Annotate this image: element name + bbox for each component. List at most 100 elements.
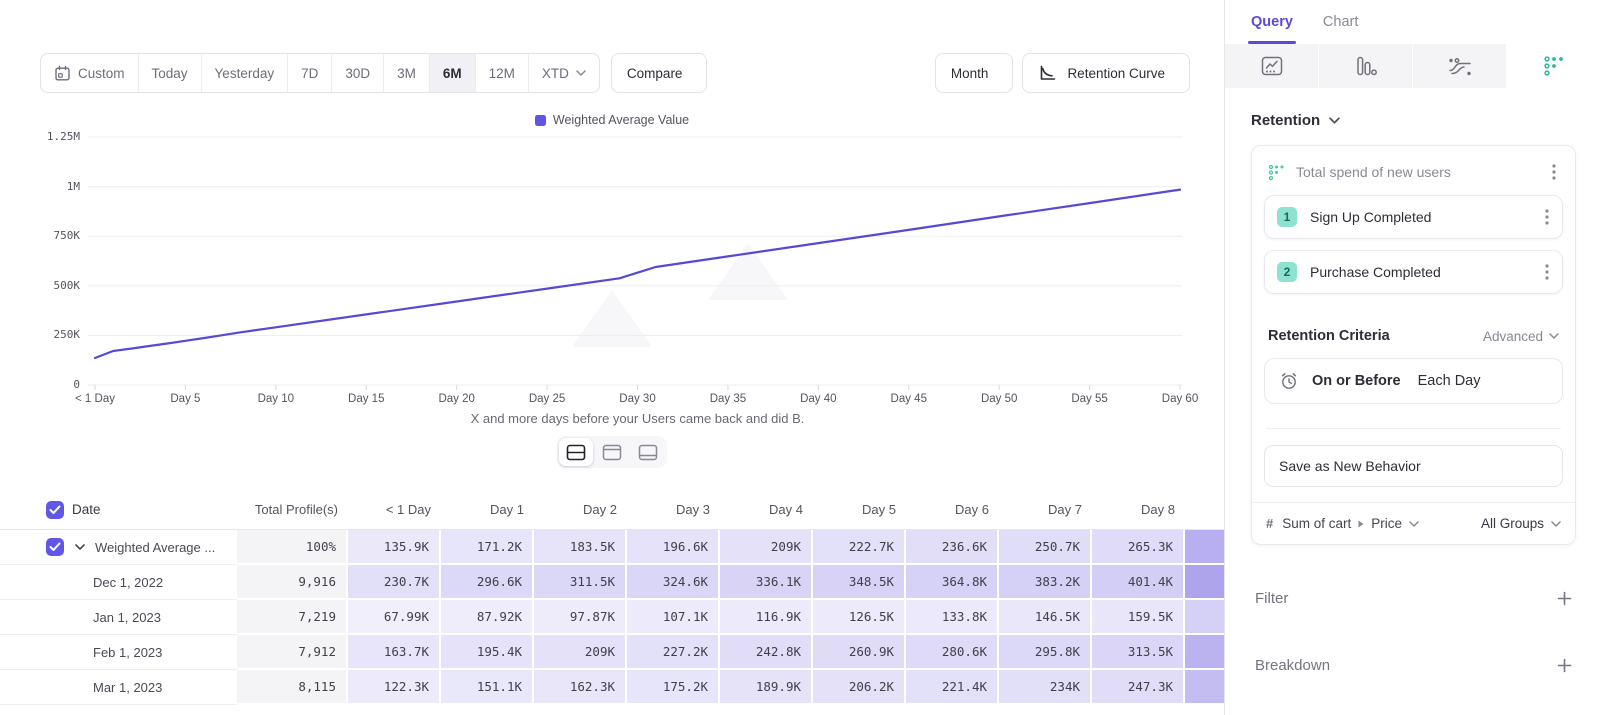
retention-value-cell: 296.6K [441,565,534,600]
behavior-step[interactable]: 2 Purchase Completed [1264,250,1563,294]
retention-icon [1543,55,1565,77]
retention-value-cell: 236.6K [906,530,999,565]
range-button-yesterday[interactable]: Yesterday [202,54,289,92]
row-date-cell: Dec 1, 2022 [70,565,237,600]
view-toggle-chart[interactable] [595,438,629,466]
report-tab-funnels[interactable] [1318,44,1412,88]
report-tab-retention[interactable] [1506,44,1600,88]
retention-section-header[interactable]: Retention [1251,112,1576,129]
retention-value-cell: 313.5K [1092,635,1185,670]
retention-value-cell: 146.5K [999,600,1092,635]
view-toggle-split[interactable] [559,438,593,466]
retention-value-cell: 87.92K [441,600,534,635]
retention-value-cell: 183.5K [534,530,627,565]
day9-partial-cell [1185,670,1224,705]
criteria-row[interactable]: On or Before Each Day [1264,358,1563,404]
legend-label: Weighted Average Value [552,113,690,127]
header-day-column: Day 8 [1141,502,1175,517]
retention-value-cell: 195.4K [441,635,534,670]
kebab-menu-icon[interactable] [1542,207,1552,227]
x-tick-label: Day 20 [438,393,475,405]
day9-partial-cell [1185,600,1224,635]
x-tick-label: Day 45 [890,393,927,405]
header-day-column: Day 3 [676,502,710,517]
retention-value-cell: 324.6K [627,565,720,600]
chart-type-button[interactable]: Retention Curve [1022,53,1190,93]
header-day-column: Day 5 [862,502,896,517]
retention-value-cell: 97.87K [534,600,627,635]
retention-value-cell: 116.9K [720,600,813,635]
y-tick-label: 250K [53,328,81,342]
report-type-tabs [1225,44,1600,88]
total-profiles-cell: 9,916 [237,565,348,600]
retention-value-cell: 336.1K [720,565,813,600]
row-date-cell: Weighted Average ... [70,530,237,565]
granularity-button[interactable]: Month [934,53,1014,93]
groups-dropdown[interactable]: All Groups [1481,516,1561,531]
criteria-mode-dropdown[interactable]: Advanced [1483,329,1559,344]
kebab-menu-icon[interactable] [1549,162,1559,182]
range-button-today[interactable]: Today [139,54,202,92]
header-day-column: < 1 Day [385,502,431,517]
divider [1266,428,1561,429]
row-checkbox-cell [0,565,70,600]
retention-value-cell: 260.9K [813,635,906,670]
table-row[interactable]: Dec 1, 2022 9,916 230.7K 296.6K 311.5K 324.6K… [0,565,1224,600]
table-row[interactable]: Weighted Average ... 100% 135.9K 171.2K 183.… [0,530,1224,565]
measure-property-dropdown[interactable]: Sum of cart Price [1282,516,1419,531]
range-button-6m[interactable]: 6M [429,54,476,92]
behavior-card: Total spend of new users 1 Sign Up Comple… [1251,145,1576,545]
tab-chart[interactable]: Chart [1322,14,1359,30]
report-tab-insights[interactable] [1225,44,1318,88]
compare-button[interactable]: Compare [610,53,708,93]
expand-row-icon[interactable] [75,544,85,550]
range-button-custom[interactable]: Custom [41,54,139,92]
table-row[interactable]: Jan 1, 2023 7,219 67.99K 87.92K 97.87K 107.1K… [0,600,1224,635]
row-checkbox-cell [0,600,70,635]
add-filter-button[interactable] [1557,591,1572,606]
row-checkbox-cell [0,530,70,565]
retention-value-cell: 196.6K [627,530,720,565]
x-tick-label: Day 30 [619,393,656,405]
x-tick-label: Day 5 [170,393,201,405]
range-button-30d[interactable]: 30D [332,54,385,92]
step-event-label: Sign Up Completed [1310,209,1432,225]
retention-value-cell: 209K [720,530,813,565]
retention-value-cell: 107.1K [627,600,720,635]
behavior-step[interactable]: 1 Sign Up Completed [1264,195,1563,239]
report-tab-flows[interactable] [1412,44,1506,88]
flows-icon [1447,55,1473,77]
row-checkbox[interactable] [46,538,64,556]
retention-value-cell: 135.9K [348,530,441,565]
retention-value-cell: 364.8K [906,565,999,600]
select-all-checkbox[interactable] [46,500,64,519]
table-row[interactable]: Feb 1, 2023 7,912 163.7K 195.4K 209K 227.2K 24… [0,635,1224,670]
y-tick-label: 0 [73,378,80,391]
view-toggle-table[interactable] [631,438,665,466]
retention-value-cell: 250.7K [999,530,1092,565]
table-row[interactable]: Mar 1, 2023 8,115 122.3K 151.1K 162.3K 175.2K… [0,670,1224,705]
retention-section-label: Retention [1251,112,1321,129]
range-button-3m[interactable]: 3M [384,54,430,92]
range-button-xtd[interactable]: XTD [529,54,599,92]
criteria-header: Retention Criteria Advanced [1268,328,1559,344]
behavior-dots-icon [1268,164,1285,181]
add-breakdown-button[interactable] [1557,658,1572,673]
kebab-menu-icon[interactable] [1542,262,1552,282]
retention-value-cell: 234K [999,670,1092,705]
x-tick-label: Day 15 [348,393,385,405]
total-profiles-cell: 7,912 [237,635,348,670]
table-header-row: Date Total Profile(s) < 1 Day Day 1 Day 2 Day… [0,490,1224,530]
header-day-column: Day 6 [955,502,989,517]
range-button-12m[interactable]: 12M [476,54,529,92]
row-date-cell: Jan 1, 2023 [70,600,237,635]
date-range-picker: Custom Today Yesterday 7D 30D 3M 6M 12M XTD [40,53,600,93]
chart-legend[interactable]: Weighted Average Value [0,113,1224,127]
range-button-7d[interactable]: 7D [288,54,333,92]
tab-query[interactable]: Query [1248,0,1296,44]
retention-value-cell: 295.8K [999,635,1092,670]
retention-curve-icon [1038,64,1058,82]
save-behavior-button[interactable]: Save as New Behavior [1264,445,1563,487]
day9-partial-cell [1185,530,1224,565]
